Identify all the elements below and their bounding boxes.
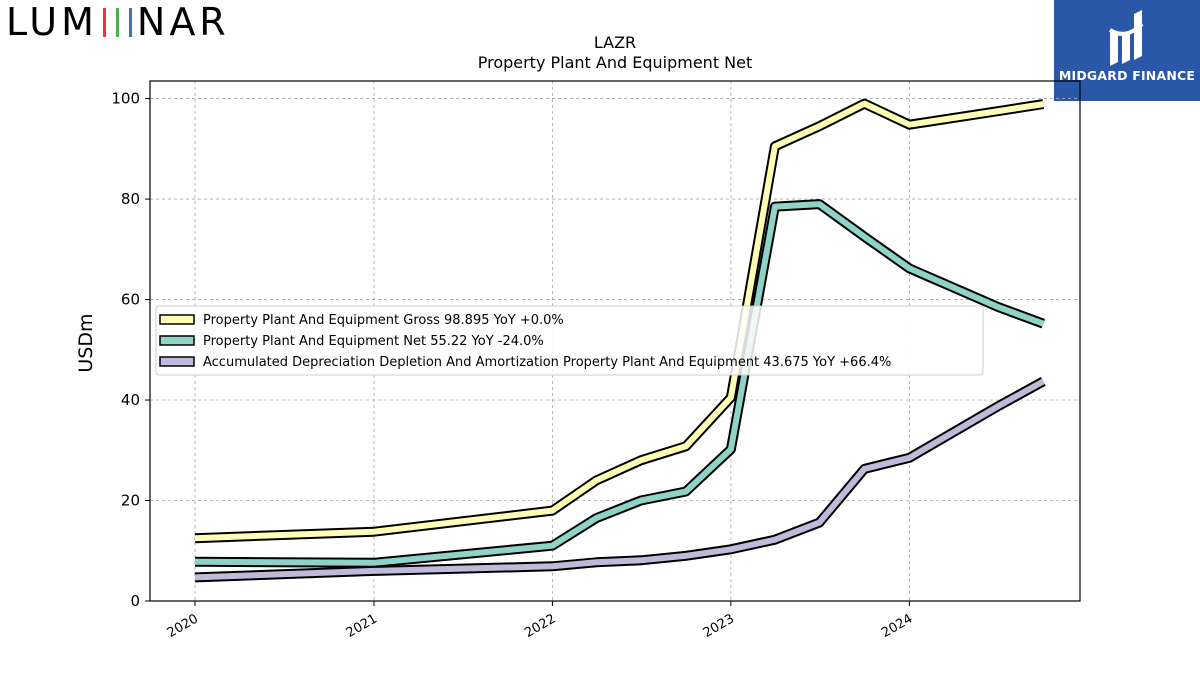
- y-tick-label: 0: [130, 592, 140, 610]
- y-tick-label: 100: [111, 90, 140, 108]
- x-tick-label: 2021: [344, 611, 380, 641]
- logo-text-right: NAR: [136, 0, 230, 44]
- series-line-2: [194, 378, 1045, 581]
- luminar-logo: LUM NAR: [6, 2, 230, 42]
- x-axis: 2020 2021 2022 2023 2024: [165, 601, 915, 641]
- x-tick-label: 2022: [522, 611, 558, 641]
- chart-subtitle: Property Plant And Equipment Net: [478, 53, 753, 72]
- logo-bar-blue: [128, 8, 132, 37]
- series-outline-2: [194, 377, 1046, 583]
- legend-label-1: Property Plant And Equipment Net 55.22 Y…: [203, 334, 544, 349]
- legend-swatch-1: [159, 335, 195, 346]
- y-axis: 0 20 40 60 80 100: [111, 90, 150, 610]
- y-tick-label: 40: [121, 391, 140, 409]
- midgard-logo-icon: [1108, 10, 1144, 66]
- legend-swatch-2: [159, 356, 195, 367]
- chart-title: LAZR: [594, 33, 636, 52]
- plot-frame: [149, 80, 1081, 602]
- legend-box: [155, 305, 984, 376]
- x-tick-label: 2020: [165, 611, 201, 641]
- y-tick-label: 80: [121, 190, 140, 208]
- legend-label-0: Property Plant And Equipment Gross 98.89…: [203, 313, 564, 328]
- logo-bar-red: [102, 8, 106, 37]
- logo-bar-green: [115, 8, 119, 37]
- logo-text-left: LUM: [6, 0, 98, 44]
- y-axis-label: USDm: [75, 313, 97, 372]
- legend-swatch-0: [159, 314, 195, 325]
- badge-text: MIDGARD FINANCE: [1058, 68, 1196, 83]
- legend-label-2: Accumulated Depreciation Depletion And A…: [203, 355, 891, 370]
- series-layer: [194, 98, 1046, 583]
- x-tick-label: 2023: [701, 611, 737, 641]
- midgard-finance-badge: MIDGARD FINANCE: [1054, 0, 1200, 101]
- x-tick-label: 2024: [879, 611, 915, 641]
- y-tick-label: 60: [121, 291, 140, 309]
- legend: Property Plant And Equipment Gross 98.89…: [155, 305, 984, 376]
- series-line-1: [194, 201, 1045, 566]
- series-line-0: [194, 100, 1044, 542]
- y-tick-label: 20: [121, 492, 140, 510]
